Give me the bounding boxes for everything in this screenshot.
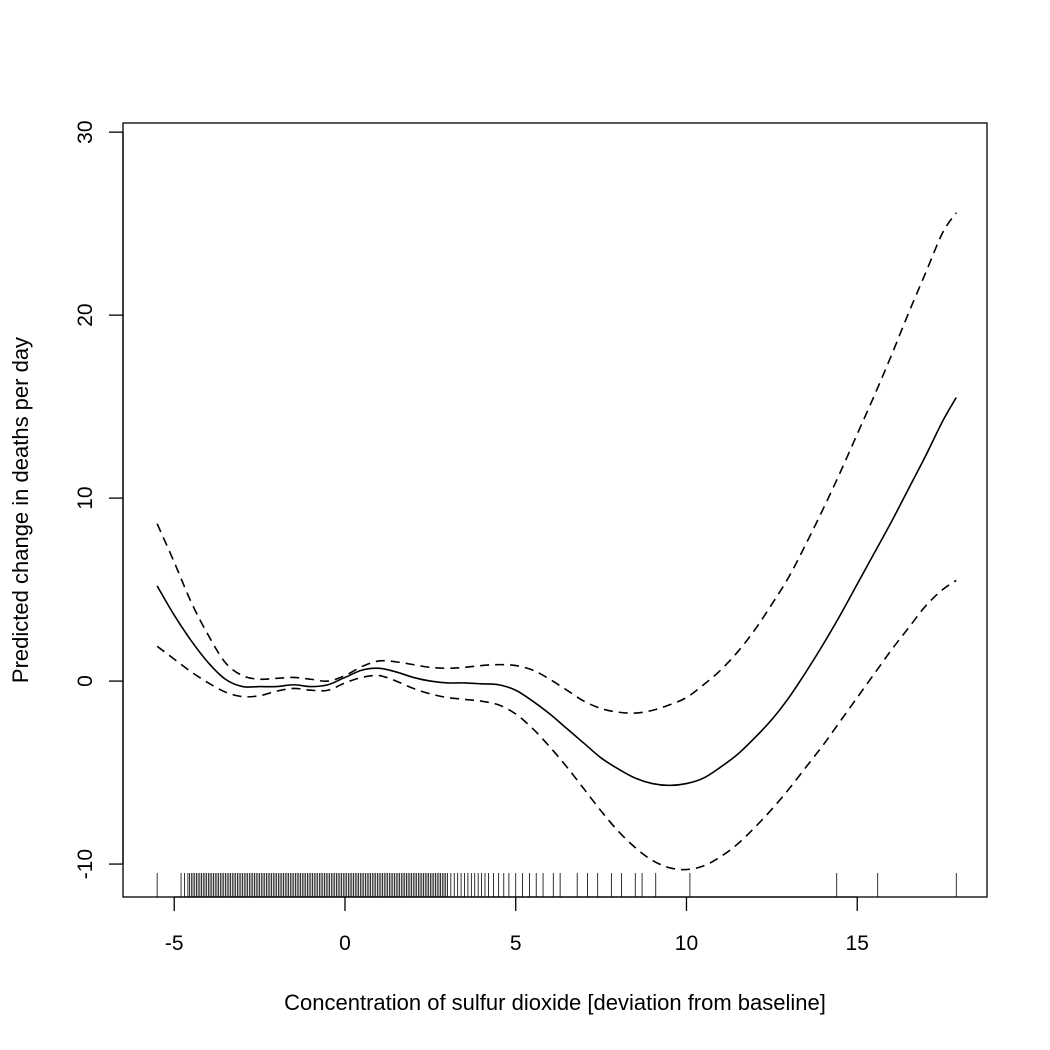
x-tick-label: 5 xyxy=(510,932,522,955)
x-tick-label: 15 xyxy=(846,932,869,955)
y-axis-title: Predicted change in deaths per day xyxy=(8,337,33,683)
y-tick-label: 20 xyxy=(74,303,97,326)
x-tick-label: -5 xyxy=(165,932,184,955)
series-line-fit xyxy=(156,397,957,787)
y-tick-label: -10 xyxy=(74,849,97,879)
rug-marks xyxy=(156,873,957,897)
x-tick-label: 10 xyxy=(675,932,698,955)
series-line-lower-bound xyxy=(156,579,957,871)
x-axis: -5 0 5 10 15 xyxy=(165,896,869,955)
y-tick-label: 0 xyxy=(74,675,97,687)
x-axis-title: Concentration of sulfur dioxide [deviati… xyxy=(284,990,826,1015)
y-tick-label: 30 xyxy=(74,120,97,143)
series-line-upper-bound xyxy=(156,212,957,714)
y-tick-label: 10 xyxy=(74,486,97,509)
x-tick-label: 0 xyxy=(339,932,351,955)
series-lines xyxy=(156,212,957,871)
y-axis: -10 0 10 20 30 xyxy=(74,120,124,879)
